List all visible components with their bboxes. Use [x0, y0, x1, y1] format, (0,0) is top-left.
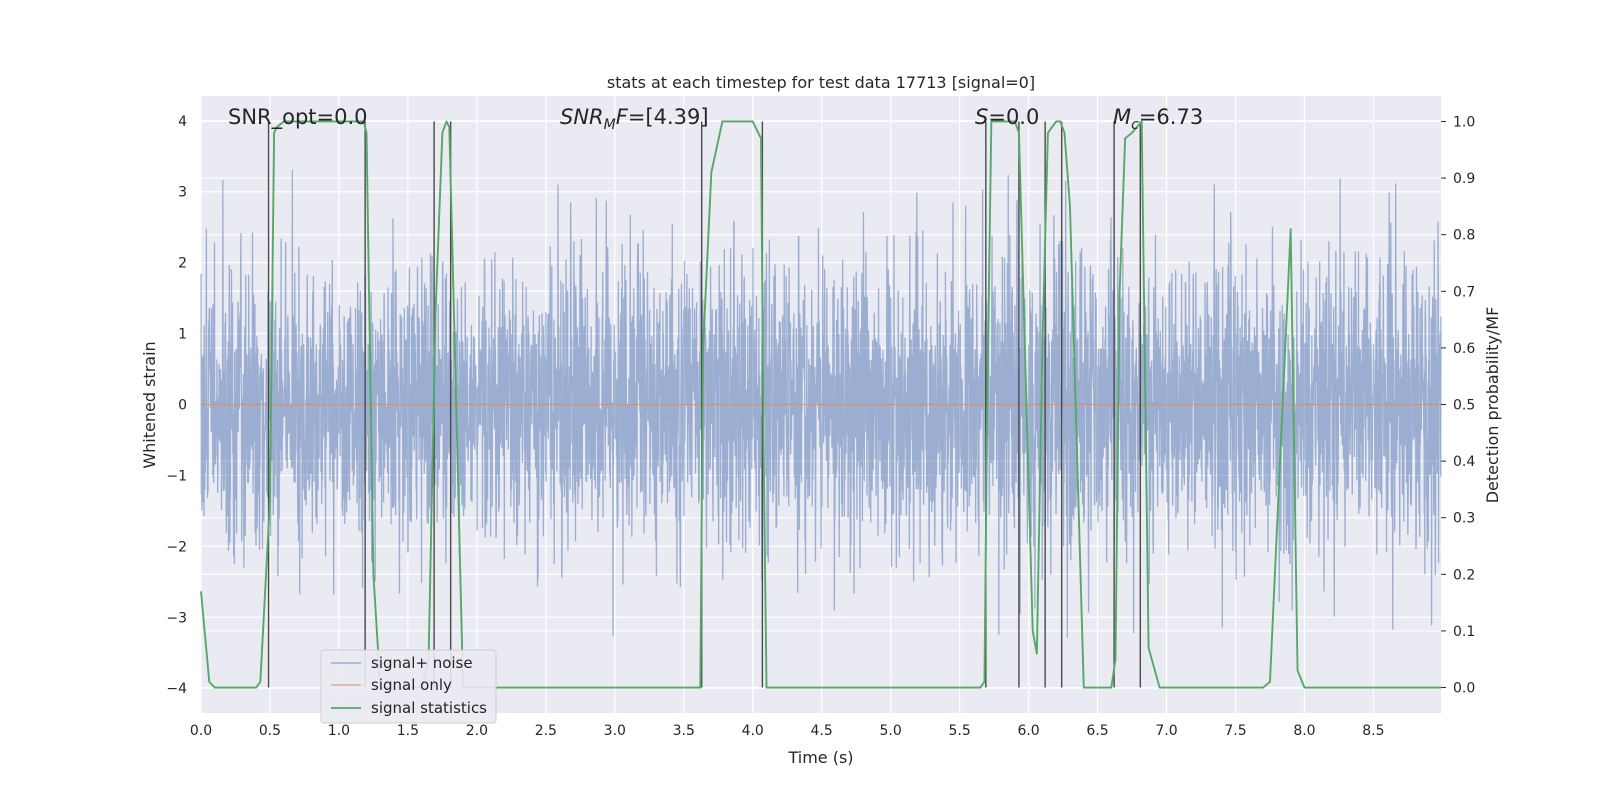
- y2-tick-label: 0.4: [1453, 454, 1475, 470]
- x-tick-label: 3.5: [673, 723, 695, 739]
- y-tick-label: −3: [166, 610, 187, 626]
- noise-layer: [200, 169, 1442, 638]
- stats-layer: [200, 120, 1441, 689]
- annotation-mc-value: =6.73: [1139, 105, 1203, 129]
- y2-tick-label: 0.3: [1453, 511, 1475, 527]
- y2-axis-label: Detection probability/MF: [1483, 307, 1502, 504]
- x-axis-label: Time (s): [787, 748, 853, 767]
- annotation-snr-mf-base: SNR: [560, 105, 604, 129]
- x-tick-label: 2.5: [535, 723, 557, 739]
- chart-title: stats at each timestep for test data 177…: [607, 73, 1035, 92]
- y2-ticks: 0.0 0.1 0.2 0.3 0.4 0.5 0.6 0.7 0.8 0.9 1.0: [1441, 114, 1475, 697]
- annotation-s: S=0.0: [975, 105, 1039, 129]
- series-signal-statistics: [200, 120, 1441, 689]
- y-tick-label: −2: [166, 539, 187, 555]
- series-signal-noise: [200, 169, 1442, 638]
- x-tick-label: 6.5: [1086, 723, 1108, 739]
- y2-tick-label: 0.6: [1453, 341, 1475, 357]
- y2-tick-label: 0.8: [1453, 228, 1475, 244]
- x-tick-label: 5.5: [948, 723, 970, 739]
- annotation-snr-mf-sub: M: [604, 117, 616, 133]
- x-tick-label: 3.0: [604, 723, 626, 739]
- y2-tick-label: 0.1: [1453, 624, 1475, 640]
- annotation-mc-sub: c: [1131, 117, 1139, 133]
- y-tick-label: −4: [166, 681, 187, 697]
- legend: signal+ noise signal only signal statist…: [320, 649, 497, 724]
- x-tick-label: 4.5: [811, 723, 833, 739]
- x-tick-label: 2.0: [466, 723, 488, 739]
- y2-tick-label: 0.5: [1453, 398, 1475, 414]
- x-tick-label: 1.0: [328, 723, 350, 739]
- annotation-mc-base: M: [1113, 105, 1131, 129]
- x-tick-label: 0.0: [190, 723, 212, 739]
- annotation-snr-mf: SNRMF=[4.39]: [560, 105, 709, 133]
- y-tick-label: −1: [166, 468, 187, 484]
- x-tick-label: 6.0: [1017, 723, 1039, 739]
- x-tick-label: 1.5: [397, 723, 419, 739]
- x-tick-label: 5.0: [880, 723, 902, 739]
- annotation-mc: Mc=6.73: [1113, 105, 1203, 133]
- x-tick-label: 8.0: [1293, 723, 1315, 739]
- y2-tick-label: 0.7: [1453, 284, 1475, 300]
- y-tick-label: 0: [178, 398, 187, 414]
- y2-tick-label: 0.2: [1453, 567, 1475, 583]
- annotation-s-symbol: S: [975, 105, 988, 129]
- y2-tick-label: 1.0: [1453, 114, 1475, 130]
- y-ticks: −4 −3 −2 −1 0 1 2 3 4: [166, 114, 187, 697]
- x-tick-label: 8.5: [1362, 723, 1384, 739]
- annotation-s-value: =0.0: [988, 105, 1039, 129]
- legend-label-signal-noise: signal+ noise: [371, 654, 473, 672]
- legend-box: [320, 649, 497, 724]
- annotation-snr-mf-suffix: F: [616, 105, 629, 129]
- y-tick-label: 1: [178, 327, 187, 343]
- annotation-snr-opt: SNR_opt=0.0: [228, 105, 368, 130]
- legend-label-signal-only: signal only: [371, 676, 452, 694]
- y-tick-label: 2: [178, 256, 187, 272]
- y-axis-label: Whitened strain: [140, 341, 159, 468]
- y2-tick-label: 0.9: [1453, 171, 1475, 187]
- annotation-snr-mf-value: =[4.39]: [628, 105, 709, 129]
- x-tick-label: 0.5: [259, 723, 281, 739]
- x-tick-label: 7.0: [1155, 723, 1177, 739]
- y-tick-label: 3: [178, 185, 187, 201]
- x-tick-label: 7.5: [1224, 723, 1246, 739]
- legend-label-signal-statistics: signal statistics: [371, 699, 487, 717]
- x-tick-label: 4.0: [742, 723, 764, 739]
- x-ticks: 0.0 0.5 1.0 1.5 2.0 2.5 3.0 3.5 4.0 4.5 5.0 5.5 6.0 6…: [190, 723, 1385, 739]
- y-tick-label: 4: [178, 114, 187, 130]
- y2-tick-label: 0.0: [1453, 681, 1475, 697]
